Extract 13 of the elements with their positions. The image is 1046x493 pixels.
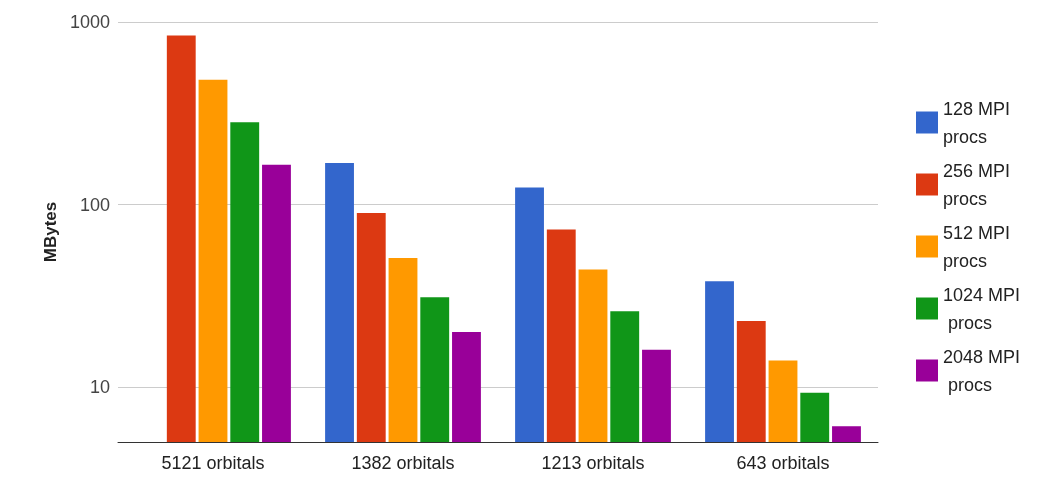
legend-label: 1024 MPI procs — [943, 284, 1021, 333]
x-tick-label: 1213 orbitals — [541, 453, 645, 473]
x-tick-label: 5121 orbitals — [161, 453, 265, 473]
x-tick-label: 1382 orbitals — [351, 453, 455, 473]
y-axis-title: MBytes — [41, 201, 61, 263]
legend-label: 256 MPI procs — [943, 160, 1016, 209]
y-tick-label: 10 — [89, 377, 110, 398]
legend-label: 128 MPI procs — [943, 98, 1016, 147]
y-tick-label: 100 — [79, 194, 110, 215]
legend-label: 512 MPI procs — [943, 222, 1016, 271]
legend-label: 2048 MPI procs — [943, 346, 1021, 395]
x-tick-label: 643 orbitals — [736, 453, 830, 473]
y-tick-label: 1000 — [69, 12, 110, 32]
